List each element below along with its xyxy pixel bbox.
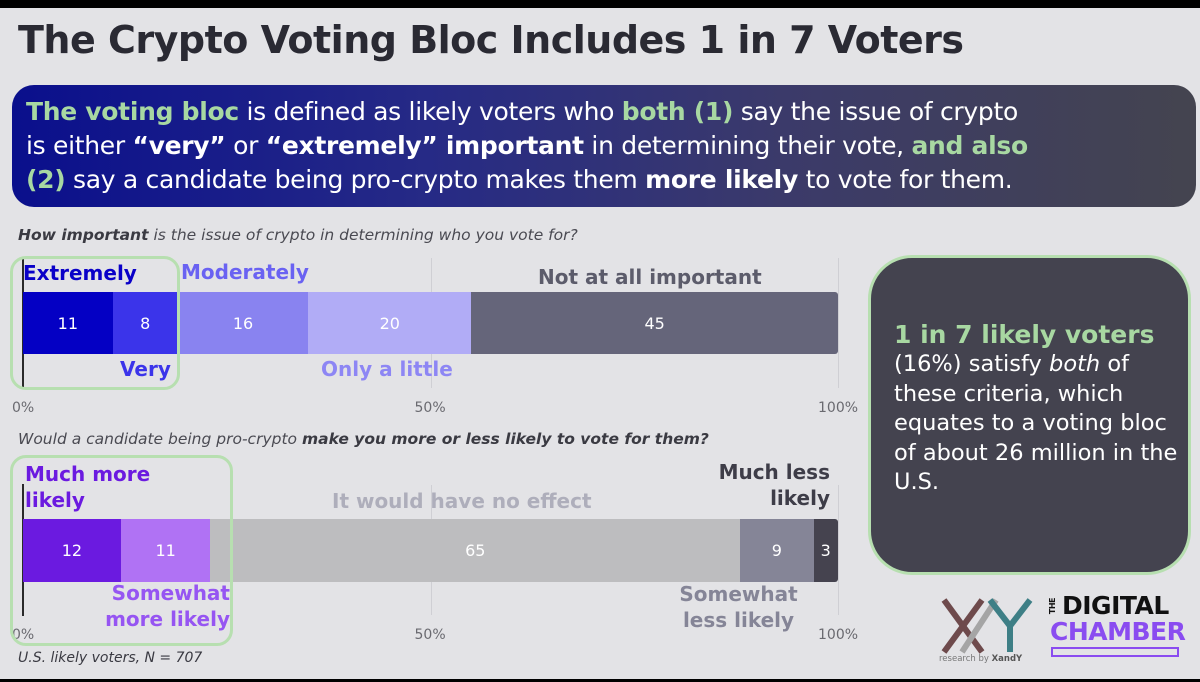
category-label: Much more likely — [25, 462, 151, 512]
data-label: 20 — [379, 313, 400, 333]
x-tick-label: 0% — [12, 400, 35, 416]
banner-text-run: both (1) — [621, 97, 734, 126]
data-label: 11 — [57, 313, 78, 333]
data-label: 3 — [820, 541, 831, 560]
digital-chamber-logo-bar — [1051, 647, 1179, 657]
bar-segment: 11 — [120, 519, 211, 582]
chart2-question: Would a candidate being pro-crypto make … — [18, 430, 709, 448]
chart1-question-bold: How important — [18, 226, 149, 244]
data-label: 11 — [155, 541, 176, 560]
banner-text-run: (2) — [26, 165, 66, 194]
category-label: Very — [120, 357, 171, 381]
category-label: Much less likely — [718, 460, 830, 510]
banner-text-run: in determining their vote, — [583, 131, 912, 160]
definition-banner: The voting bloc is defined as likely vot… — [12, 85, 1196, 207]
category-label: Only a little — [321, 357, 453, 381]
bar-segment: 3 — [813, 519, 838, 582]
category-label: Extremely — [23, 261, 137, 285]
banner-text-run: and also — [911, 131, 1028, 160]
bar-segment: 9 — [740, 519, 814, 582]
summary-callout: 1 in 7 likely voters (16%) satisfy both … — [868, 255, 1191, 575]
top-border — [0, 0, 1200, 8]
callout-body: (16%) satisfy both of these criteria, wh… — [894, 350, 1188, 498]
x-tick-label: 100% — [818, 400, 859, 416]
chart2-likelihood: 0% 50% 100% 12 11 65 9 3 Much more likely Somewha… — [10, 455, 859, 646]
data-label: 16 — [232, 313, 254, 333]
banner-text-run: is either — [26, 131, 133, 160]
chart1-question: How important is the issue of crypto in … — [18, 226, 578, 244]
category-label: Not at all important — [538, 265, 762, 289]
banner-text-run: or — [225, 131, 266, 160]
banner-line-2: is either “very” or “extremely” importan… — [26, 129, 1182, 163]
chart1-importance: 0% 50% 100% 11 8 16 20 45 Extremely Very Moderatel… — [10, 256, 859, 416]
sample-footnote: U.S. likely voters, N = 707 — [18, 650, 203, 666]
data-label: 8 — [140, 313, 151, 333]
digital-chamber-logo-line1: DIGITAL — [1062, 591, 1169, 620]
data-label: 12 — [61, 541, 83, 560]
callout-headline: 1 in 7 likely voters — [894, 320, 1155, 349]
highlight-box — [10, 256, 180, 390]
banner-text-run: to vote for them. — [797, 165, 1013, 194]
data-label: 45 — [644, 313, 665, 333]
category-label: Somewhat more likely — [105, 581, 230, 631]
digital-chamber-logo-line2: CHAMBER — [1050, 617, 1186, 646]
bar-segment: 8 — [112, 292, 178, 354]
chart2-question-bold: make you more or less likely to vote for… — [301, 430, 709, 448]
xandy-logo-stroke — [987, 598, 1013, 628]
xandy-logo-stroke — [1007, 598, 1033, 628]
data-label: 9 — [771, 541, 782, 560]
bar-segment: 16 — [177, 292, 309, 354]
bar-segment: 45 — [471, 292, 838, 354]
banner-text-run: say the issue of crypto — [733, 97, 1018, 126]
digital-chamber-the: THE — [1048, 598, 1057, 615]
bottom-border — [0, 679, 1200, 682]
bar-segment: 12 — [23, 519, 121, 582]
bar-segment: 65 — [210, 519, 741, 582]
banner-text-run: more likely — [645, 165, 798, 194]
x-tick-label: 50% — [414, 400, 446, 416]
callout-body-emphasis: both — [1049, 351, 1101, 377]
xandy-logo — [941, 598, 1033, 654]
callout-body-pre: (16%) satisfy — [894, 351, 1050, 377]
banner-text-run: “very” — [132, 131, 226, 160]
category-label: It would have no effect — [332, 489, 592, 513]
page-title: The Crypto Voting Bloc Includes 1 in 7 V… — [18, 18, 964, 62]
category-label: Moderately — [181, 260, 309, 284]
banner-text-run: The voting bloc — [26, 97, 239, 126]
banner-text-run: say a candidate being pro-crypto makes t… — [65, 165, 646, 194]
gridline — [838, 258, 839, 388]
banner-line-3: (2) say a candidate being pro-crypto mak… — [26, 163, 1182, 197]
category-label: Somewhat less likely — [679, 582, 798, 632]
xandy-tagline-brand: XandY — [991, 654, 1023, 664]
xandy-logo-stroke — [941, 598, 985, 654]
banner-line-1: The voting bloc is defined as likely vot… — [26, 95, 1182, 129]
x-tick-label: 50% — [414, 627, 446, 643]
banner-text-run: “extremely” important — [265, 131, 584, 160]
gridline — [838, 485, 839, 615]
x-tick-label: 100% — [818, 627, 859, 643]
data-label: 65 — [465, 541, 486, 560]
xandy-logo-stroke — [959, 598, 999, 654]
bar-segment: 20 — [308, 292, 472, 354]
xandy-tagline-pre: research by — [939, 654, 992, 664]
xandy-tagline: research by XandY — [939, 654, 1022, 664]
bar-segment: 11 — [23, 292, 113, 354]
callout-body-post: of these criteria, which equates to a vo… — [894, 351, 1178, 495]
chart1-question-rest: is the issue of crypto in determining wh… — [148, 226, 578, 244]
banner-text-run: is defined as likely voters who — [238, 97, 622, 126]
highlight-box — [10, 455, 233, 646]
chart2-question-pre: Would a candidate being pro-crypto — [18, 430, 302, 448]
